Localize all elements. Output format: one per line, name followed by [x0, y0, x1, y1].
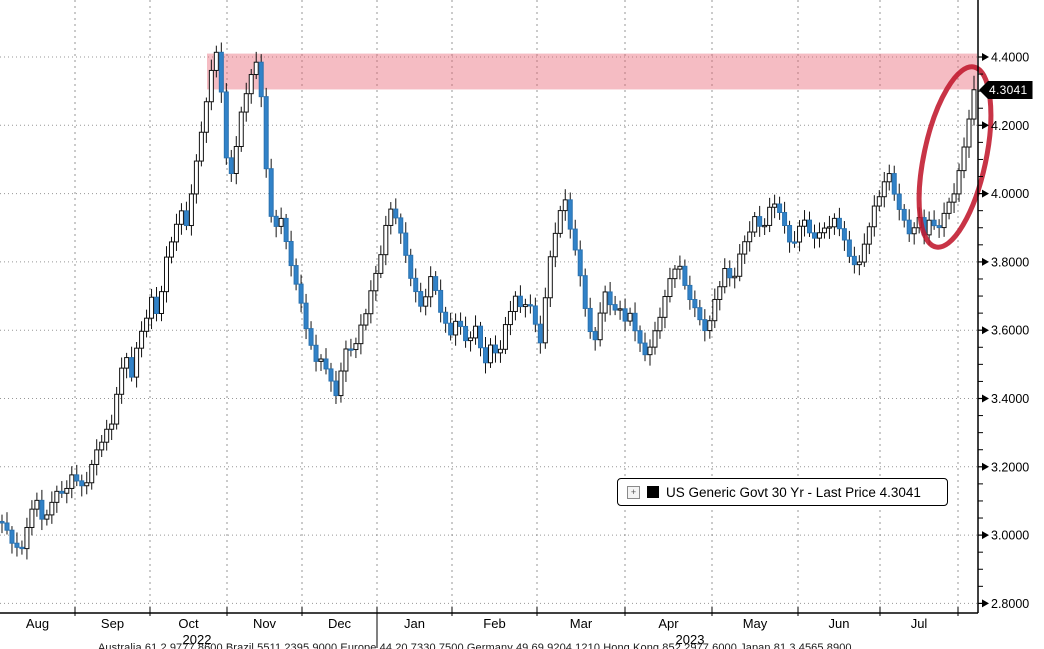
svg-text:3.0000: 3.0000 — [991, 529, 1029, 543]
svg-text:2022: 2022 — [183, 632, 212, 647]
svg-text:Mar: Mar — [570, 616, 593, 631]
bloomberg-footer-text: Australia 61 2 9777 8600 Brazil 5511 239… — [98, 642, 852, 649]
svg-text:2.8000: 2.8000 — [991, 597, 1029, 611]
svg-text:Jun: Jun — [829, 616, 850, 631]
y-axis-labels: 4.4000 4.2000 4.0000 3.8000 3.6000 3.4000 3.20… — [978, 51, 1029, 611]
spike-circle-annotation — [916, 64, 994, 250]
svg-text:Aug: Aug — [26, 616, 49, 631]
legend-series-label: US Generic Govt 30 Yr - Last Price 4.304… — [666, 484, 921, 500]
legend-series-swatch-icon — [647, 486, 659, 498]
svg-text:4.2000: 4.2000 — [991, 119, 1029, 133]
candlesticks — [0, 42, 977, 560]
svg-text:Sep: Sep — [101, 616, 124, 631]
svg-text:3.6000: 3.6000 — [991, 324, 1029, 338]
svg-text:Apr: Apr — [658, 616, 679, 631]
svg-text:3.8000: 3.8000 — [991, 255, 1029, 269]
last-price-tag: 4.3041 — [979, 81, 1033, 99]
svg-text:3.4000: 3.4000 — [991, 392, 1029, 406]
svg-text:May: May — [743, 616, 768, 631]
resistance-highlight-band — [207, 53, 977, 90]
svg-text:Jan: Jan — [404, 616, 425, 631]
svg-text:Dec: Dec — [328, 616, 352, 631]
axes — [0, 0, 979, 648]
x-axis-labels: Aug Sep Oct Nov Dec Jan Feb Mar Apr May Jun Jul 2022… — [26, 616, 927, 647]
svg-text:Oct: Oct — [178, 616, 199, 631]
gridlines — [0, 0, 978, 613]
svg-text:4.0000: 4.0000 — [991, 187, 1029, 201]
svg-text:Nov: Nov — [253, 616, 277, 631]
svg-text:3.2000: 3.2000 — [991, 460, 1029, 474]
svg-text:Feb: Feb — [483, 616, 505, 631]
legend-expand-icon[interactable]: + — [627, 485, 640, 499]
svg-text:4.4000: 4.4000 — [991, 51, 1029, 65]
svg-text:Jul: Jul — [911, 616, 928, 631]
chart-legend: + US Generic Govt 30 Yr - Last Price 4.3… — [617, 478, 948, 506]
svg-text:2023: 2023 — [676, 632, 705, 647]
